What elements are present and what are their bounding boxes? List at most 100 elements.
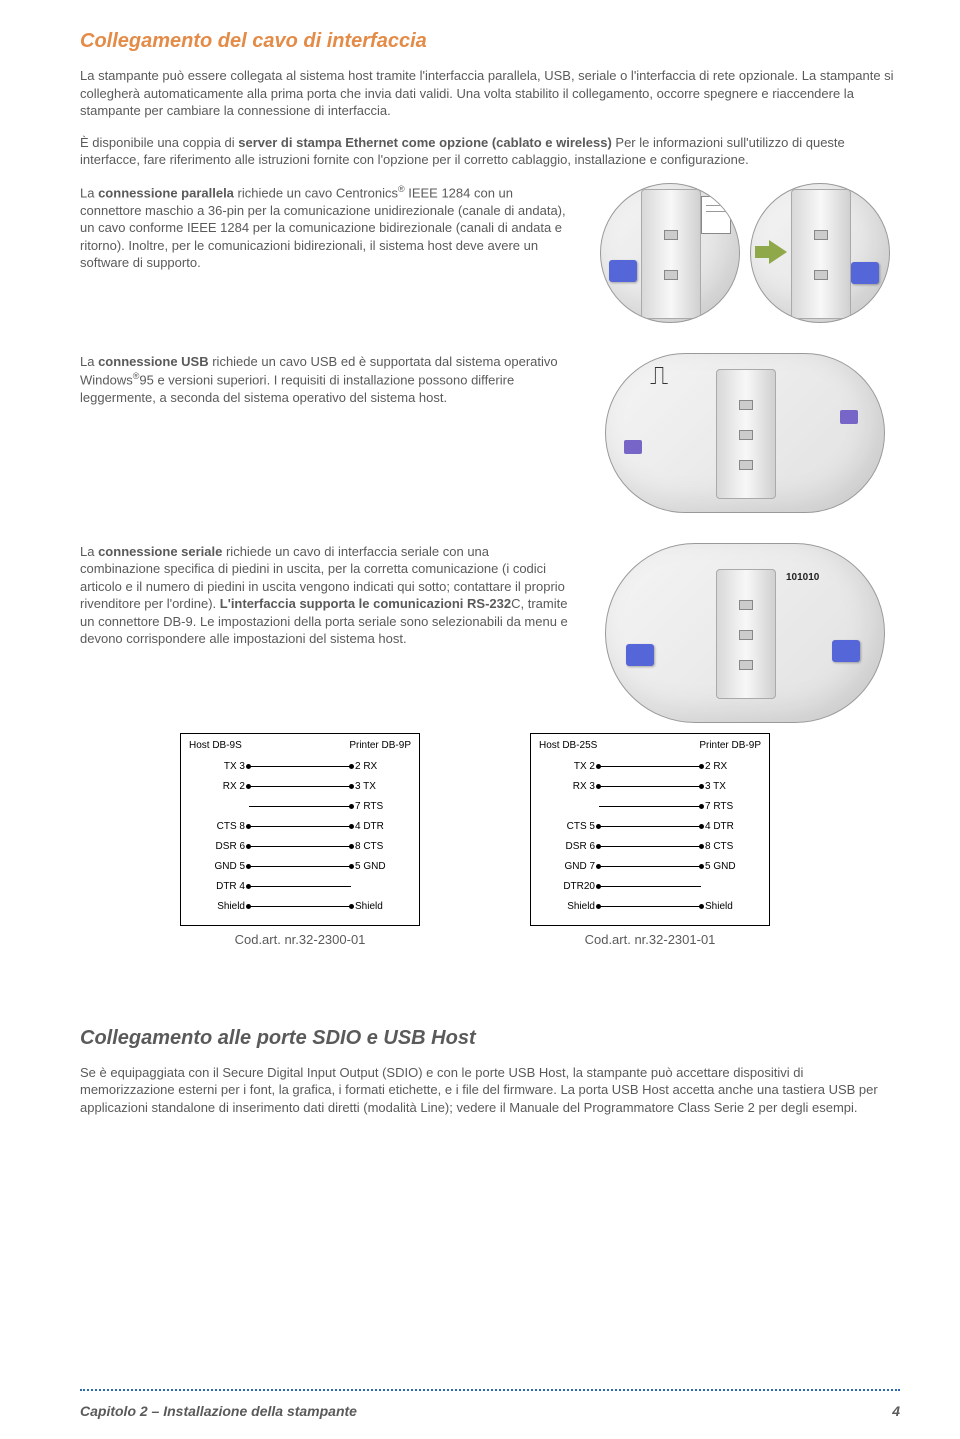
pin-left: DSR 6 (189, 841, 249, 852)
section-title-2: Collegamento alle porte SDIO e USB Host (80, 1027, 900, 1050)
registered-mark: ® (398, 184, 405, 194)
text-bold: connessione seriale (98, 544, 222, 559)
pin-line: DTR20 (539, 877, 761, 897)
section-title-1: Collegamento del cavo di interfaccia (80, 30, 900, 53)
pinout-row: Host DB-9S Printer DB-9P TX 3 2 RX RX 2 3 T… (180, 733, 900, 947)
pin-wire (599, 906, 701, 907)
pin-left: GND 7 (539, 861, 599, 872)
pin-right: 4 DTR (701, 821, 761, 832)
pin-wire (249, 806, 351, 807)
footer-divider (80, 1389, 900, 1391)
pin-right: 3 TX (701, 781, 761, 792)
pin-line: DSR 6 8 CTS (539, 837, 761, 857)
intro-paragraph-1: La stampante può essere collegata al sis… (80, 67, 900, 120)
pinout1-printer-label: Printer DB-9P (349, 740, 411, 751)
pinout1-host-label: Host DB-9S (189, 740, 242, 751)
pin-line: CTS 8 4 DTR (189, 817, 411, 837)
pin-line: GND 5 5 GND (189, 857, 411, 877)
pinout2-caption: Cod.art. nr.32-2301-01 (530, 932, 770, 947)
pin-wire (249, 886, 351, 887)
pin-left: GND 5 (189, 861, 249, 872)
serial-circle: 101010 (605, 543, 885, 723)
intro-paragraph-2: È disponibile una coppia di server di st… (80, 134, 900, 169)
text: È disponibile una coppia di (80, 135, 238, 150)
pin-line: RX 3 3 TX (539, 777, 761, 797)
pin-line: CTS 5 4 DTR (539, 817, 761, 837)
parallel-circle-left (600, 183, 740, 323)
pin-right: 2 RX (351, 761, 411, 772)
pin-right: 7 RTS (351, 801, 411, 812)
pin-line: 7 RTS (189, 797, 411, 817)
pin-left: RX 2 (189, 781, 249, 792)
pin-wire (599, 846, 701, 847)
pin-line: 7 RTS (539, 797, 761, 817)
binary-label: 101010 (786, 572, 819, 583)
footer-page-number: 4 (892, 1403, 900, 1419)
pin-right: 3 TX (351, 781, 411, 792)
usb-icon: ⎍ (650, 360, 668, 392)
pin-wire (599, 826, 701, 827)
pin-wire (599, 806, 701, 807)
pin-left: Shield (539, 901, 599, 912)
pin-left: CTS 5 (539, 821, 599, 832)
text: La (80, 185, 98, 200)
pin-left: RX 3 (539, 781, 599, 792)
pin-right: 8 CTS (701, 841, 761, 852)
usb-illustration: ⎍ (590, 353, 900, 513)
pin-line: RX 2 3 TX (189, 777, 411, 797)
pin-line: ShieldShield (189, 897, 411, 917)
pinout2-printer-label: Printer DB-9P (699, 740, 761, 751)
pin-wire (599, 766, 701, 767)
pin-left: DTR 4 (189, 881, 249, 892)
pin-left: TX 3 (189, 761, 249, 772)
pin-right: 5 GND (351, 861, 411, 872)
text: La (80, 354, 98, 369)
pin-right: 7 RTS (701, 801, 761, 812)
pinout1-caption: Cod.art. nr.32-2300-01 (180, 932, 420, 947)
text-bold: connessione USB (98, 354, 209, 369)
pin-line: DSR 6 8 CTS (189, 837, 411, 857)
text-bold: server di stampa Ethernet come opzione (… (238, 135, 612, 150)
pin-left: TX 2 (539, 761, 599, 772)
pin-line: DTR 4 (189, 877, 411, 897)
parallel-paragraph: La connessione parallela richiede un cav… (80, 183, 570, 272)
footer-chapter: Capitolo 2 – Installazione della stampan… (80, 1403, 357, 1419)
pin-right: 4 DTR (351, 821, 411, 832)
serial-row: La connessione seriale richiede un cavo … (80, 543, 900, 723)
pin-wire (249, 766, 351, 767)
parallel-row: La connessione parallela richiede un cav… (80, 183, 900, 323)
pin-wire (249, 786, 351, 787)
pin-wire (599, 786, 701, 787)
pin-right: 8 CTS (351, 841, 411, 852)
text: La (80, 544, 98, 559)
pin-wire (249, 866, 351, 867)
pin-right: Shield (351, 901, 411, 912)
pin-right: 2 RX (701, 761, 761, 772)
usb-circle: ⎍ (605, 353, 885, 513)
pin-left: CTS 8 (189, 821, 249, 832)
pin-line: GND 7 5 GND (539, 857, 761, 877)
pinout-db9: Host DB-9S Printer DB-9P TX 3 2 RX RX 2 3 T… (180, 733, 420, 947)
pin-right: Shield (701, 901, 761, 912)
pin-left: DTR20 (539, 881, 599, 892)
pin-wire (249, 826, 351, 827)
pin-line: TX 2 2 RX (539, 757, 761, 777)
pin-wire (249, 846, 351, 847)
text-bold: L'interfaccia supporta le comunicazioni … (220, 596, 511, 611)
pin-left: DSR 6 (539, 841, 599, 852)
parallel-illustration (590, 183, 900, 323)
usb-row: La connessione USB richiede un cavo USB … (80, 353, 900, 513)
text-bold: connessione parallela (98, 185, 234, 200)
text: richiede un cavo Centronics (234, 185, 398, 200)
page-footer: Capitolo 2 – Installazione della stampan… (80, 1403, 900, 1419)
pin-wire (599, 866, 701, 867)
pinout-db25: Host DB-25S Printer DB-9P TX 2 2 RX RX 3 3 … (530, 733, 770, 947)
sdio-paragraph: Se è equipaggiata con il Secure Digital … (80, 1064, 900, 1117)
parallel-circle-right (750, 183, 890, 323)
pin-line: TX 3 2 RX (189, 757, 411, 777)
pin-wire (249, 906, 351, 907)
text: 95 e versioni superiori. I requisiti di … (80, 373, 514, 406)
pin-right: 5 GND (701, 861, 761, 872)
pin-line: Shield Shield (539, 897, 761, 917)
pinout2-host-label: Host DB-25S (539, 740, 597, 751)
